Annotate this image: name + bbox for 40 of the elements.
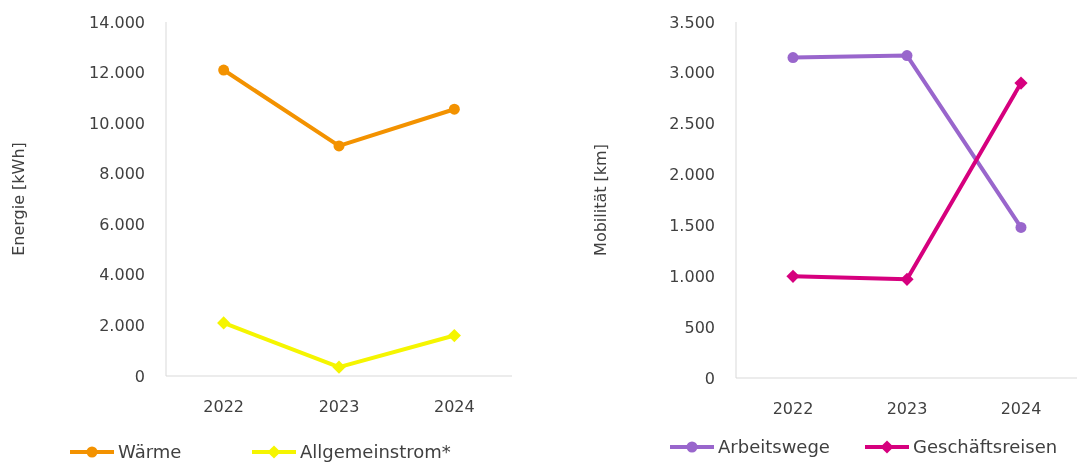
x-tick-label: 2024 — [1000, 399, 1042, 418]
point — [332, 360, 346, 374]
x-tick-label: 2023 — [886, 399, 928, 418]
point — [448, 103, 460, 115]
point — [1015, 221, 1027, 233]
x-tick-label: 2023 — [318, 397, 360, 416]
point — [786, 269, 800, 283]
point — [447, 328, 461, 343]
legend-label: Arbeitswege — [718, 436, 830, 458]
y-tick-label: 4.000 — [99, 265, 145, 285]
point — [787, 52, 799, 64]
y-tick-label: 6.000 — [99, 214, 145, 234]
point — [217, 316, 231, 330]
y-tick-label: 3.000 — [669, 63, 715, 83]
legend-label: Geschäftsreisen — [913, 436, 1058, 458]
point — [218, 64, 230, 76]
y-tick-label: 14.000 — [89, 12, 145, 32]
y-tick-label: 8.000 — [99, 164, 145, 184]
y-tick-label: 0 — [704, 368, 715, 388]
y-tick-label: 1.000 — [669, 266, 715, 286]
point — [901, 50, 913, 62]
x-tick-label: 2022 — [203, 397, 245, 416]
y-axis-title: Energie [kWh] — [8, 142, 28, 256]
y-tick-label: 2.500 — [669, 114, 715, 134]
y-tick-label: 2.000 — [669, 165, 715, 185]
y-tick-label: 3.500 — [669, 12, 715, 32]
y-tick-label: 1.500 — [669, 216, 715, 236]
point — [900, 272, 914, 286]
y-axis-title: Mobilität [km] — [590, 144, 610, 256]
legend-label: Allgemeinstrom* — [300, 441, 451, 463]
y-tick-label: 2.000 — [99, 316, 145, 336]
y-tick-label: 0 — [134, 366, 145, 386]
point — [333, 140, 345, 152]
y-tick-label: 500 — [684, 317, 715, 337]
legend-label: Wärme — [118, 441, 182, 463]
point — [1014, 76, 1028, 90]
y-tick-label: 10.000 — [89, 113, 145, 133]
x-tick-label: 2022 — [772, 399, 814, 418]
y-tick-label: 12.000 — [89, 63, 145, 83]
x-tick-label: 2024 — [433, 397, 475, 416]
